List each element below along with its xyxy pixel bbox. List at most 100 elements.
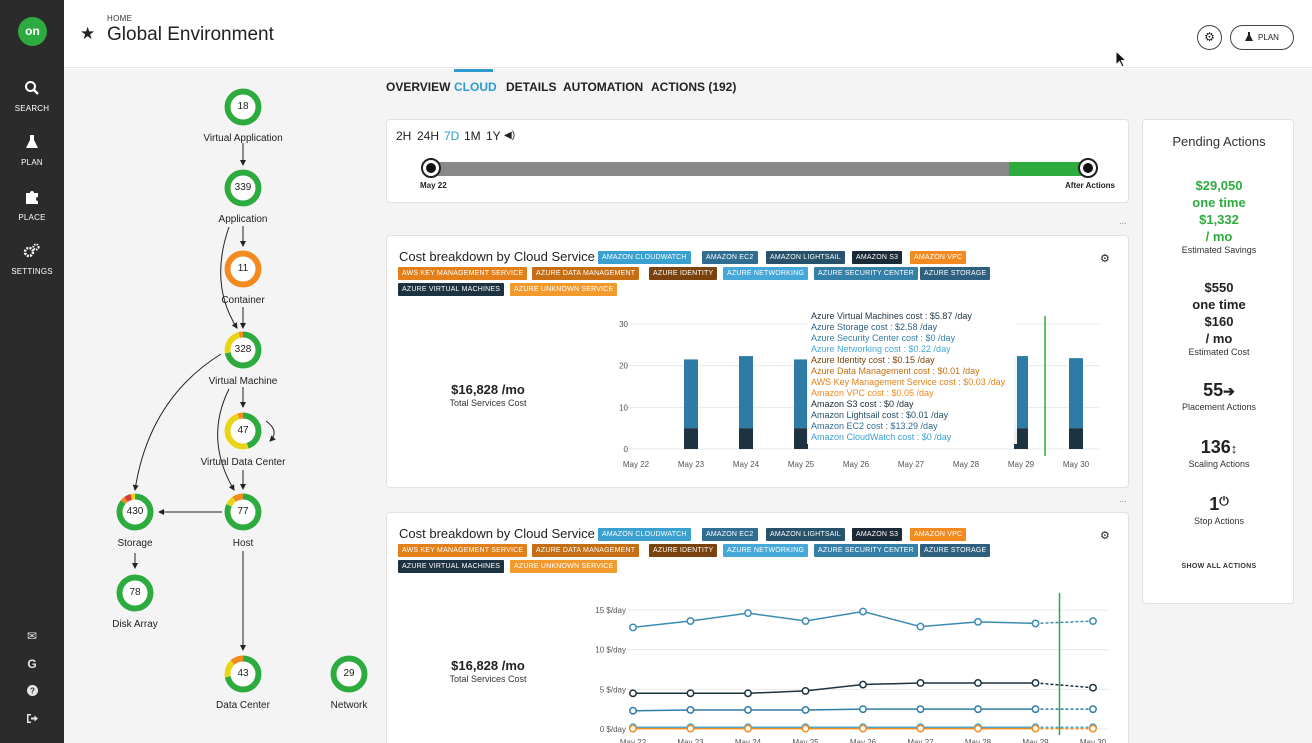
- tag-amazon-s3[interactable]: AMAZON S3: [852, 251, 903, 264]
- nav-search[interactable]: SEARCH: [0, 80, 64, 113]
- data-point[interactable]: [916, 705, 925, 714]
- tag-amazon-cloudwatch[interactable]: AMAZON CLOUDWATCH: [598, 251, 691, 264]
- data-point[interactable]: [916, 724, 925, 733]
- bar-segment-azure-vm[interactable]: [1014, 428, 1028, 449]
- tab-actions[interactable]: ACTIONS (192): [651, 80, 737, 94]
- logout-icon[interactable]: [0, 713, 64, 727]
- tab-automation[interactable]: AUTOMATION: [563, 80, 644, 94]
- logo[interactable]: on: [18, 17, 47, 46]
- data-point[interactable]: [801, 724, 810, 733]
- node-virtual-application-ring[interactable]: [224, 88, 262, 126]
- tag-amazon-ec2[interactable]: AMAZON EC2: [702, 251, 758, 264]
- data-point[interactable]: [744, 689, 752, 698]
- bar-segment-ec2[interactable]: [739, 356, 753, 429]
- tag-amazon-lightsail[interactable]: AMAZON LIGHTSAIL: [766, 528, 845, 541]
- bar-segment-ec2[interactable]: [1069, 358, 1083, 429]
- settings-button[interactable]: ⚙: [1197, 25, 1222, 50]
- data-point[interactable]: [1089, 705, 1097, 714]
- tag-azure-unknown-service[interactable]: AZURE UNKNOWN SERVICE: [510, 560, 618, 573]
- data-point[interactable]: [629, 706, 637, 715]
- tab-details[interactable]: DETAILS: [506, 80, 557, 94]
- tag-azure-identity[interactable]: AZURE IDENTITY: [649, 544, 718, 557]
- breadcrumb[interactable]: HOME: [107, 14, 133, 23]
- node-storage-ring[interactable]: [116, 493, 154, 531]
- tag-amazon-lightsail[interactable]: AMAZON LIGHTSAIL: [766, 251, 845, 264]
- tag-azure-security-center[interactable]: AZURE SECURITY CENTER: [814, 544, 918, 557]
- data-point[interactable]: [974, 724, 982, 733]
- bar-segment-azure-vm[interactable]: [794, 428, 808, 449]
- g-icon[interactable]: G: [27, 657, 37, 671]
- bar-segment-ec2[interactable]: [684, 359, 698, 429]
- star-icon[interactable]: ★: [80, 24, 96, 43]
- node-virtual-machine-ring[interactable]: [224, 331, 262, 369]
- tag-azure-networking[interactable]: AZURE NETWORKING: [723, 267, 809, 280]
- bar-segment-azure-vm[interactable]: [684, 428, 698, 449]
- tag-azure-storage[interactable]: AZURE STORAGE: [920, 267, 991, 280]
- data-point[interactable]: [974, 705, 982, 714]
- data-point[interactable]: [859, 607, 867, 616]
- data-point[interactable]: [801, 617, 810, 626]
- tag-aws-key-management-service[interactable]: AWS KEY MANAGEMENT SERVICE: [398, 544, 528, 557]
- gear-icon[interactable]: ⚙: [1100, 253, 1110, 265]
- data-point[interactable]: [686, 689, 695, 698]
- show-all-actions-link[interactable]: SHOW ALL ACTIONS: [1181, 563, 1257, 570]
- tag-azure-security-center[interactable]: AZURE SECURITY CENTER: [814, 267, 918, 280]
- timeline-start-handle[interactable]: [421, 158, 441, 178]
- tag-azure-virtual-machines[interactable]: AZURE VIRTUAL MACHINES: [398, 560, 505, 573]
- bar-segment-azure-vm[interactable]: [1069, 428, 1083, 449]
- data-point[interactable]: [916, 622, 925, 631]
- data-point[interactable]: [859, 724, 867, 733]
- data-point[interactable]: [744, 706, 752, 714]
- data-point[interactable]: [859, 705, 867, 714]
- plan-button[interactable]: PLAN: [1230, 25, 1294, 50]
- node-host-ring[interactable]: [224, 493, 262, 531]
- node-network-ring[interactable]: [330, 655, 368, 693]
- tab-overview[interactable]: OVERVIEW: [386, 80, 451, 94]
- node-virtual-data-center-ring[interactable]: [224, 412, 262, 450]
- data-point[interactable]: [686, 706, 695, 714]
- node-application-ring[interactable]: [224, 169, 262, 207]
- tag-amazon-s3[interactable]: AMAZON S3: [852, 528, 903, 541]
- stop-actions-count[interactable]: 1⏻: [1143, 494, 1295, 515]
- tag-azure-storage[interactable]: AZURE STORAGE: [920, 544, 991, 557]
- bar-segment-ec2[interactable]: [794, 359, 808, 429]
- data-point[interactable]: [1089, 617, 1097, 626]
- data-point[interactable]: [629, 724, 637, 733]
- data-point[interactable]: [629, 623, 637, 632]
- mail-icon[interactable]: ✉: [26, 629, 38, 643]
- node-data-center-ring[interactable]: [224, 655, 262, 693]
- tab-cloud[interactable]: CLOUD: [454, 80, 497, 94]
- tag-azure-virtual-machines[interactable]: AZURE VIRTUAL MACHINES: [398, 283, 505, 296]
- range-1y[interactable]: 1Y: [486, 129, 501, 143]
- data-point[interactable]: [1031, 679, 1040, 687]
- nav-settings[interactable]: SETTINGS: [0, 243, 64, 276]
- help-icon[interactable]: ?: [0, 685, 64, 699]
- data-point[interactable]: [974, 617, 982, 626]
- bar-segment-ec2[interactable]: [1014, 356, 1028, 429]
- data-point[interactable]: [686, 724, 695, 733]
- card-more-ellipsis[interactable]: ...: [1119, 494, 1127, 504]
- data-point[interactable]: [801, 706, 810, 714]
- tag-azure-data-management[interactable]: AZURE DATA MANAGEMENT: [532, 267, 640, 280]
- range-24h[interactable]: 24H: [417, 129, 440, 143]
- node-container-ring[interactable]: [224, 250, 262, 288]
- card-more-ellipsis[interactable]: ...: [1119, 216, 1127, 226]
- timeline-track[interactable]: [431, 162, 1009, 176]
- tag-amazon-cloudwatch[interactable]: AMAZON CLOUDWATCH: [598, 528, 691, 541]
- range-2h[interactable]: 2H: [396, 129, 412, 143]
- data-point[interactable]: [1031, 705, 1040, 714]
- data-point[interactable]: [1031, 619, 1040, 628]
- data-point[interactable]: [1089, 683, 1097, 692]
- data-point[interactable]: [916, 679, 925, 687]
- bar-segment-azure-vm[interactable]: [739, 428, 753, 449]
- nav-plan[interactable]: PLAN: [0, 134, 64, 167]
- data-point[interactable]: [801, 686, 810, 695]
- speaker-icon[interactable]: ◀): [504, 130, 516, 141]
- data-point[interactable]: [744, 724, 752, 733]
- placement-actions-count[interactable]: 55➔: [1143, 380, 1295, 401]
- range-7d[interactable]: 7D: [444, 129, 460, 143]
- gear-icon[interactable]: ⚙: [1100, 530, 1110, 542]
- data-point[interactable]: [1031, 724, 1040, 733]
- data-point[interactable]: [744, 609, 752, 618]
- tag-azure-unknown-service[interactable]: AZURE UNKNOWN SERVICE: [510, 283, 618, 296]
